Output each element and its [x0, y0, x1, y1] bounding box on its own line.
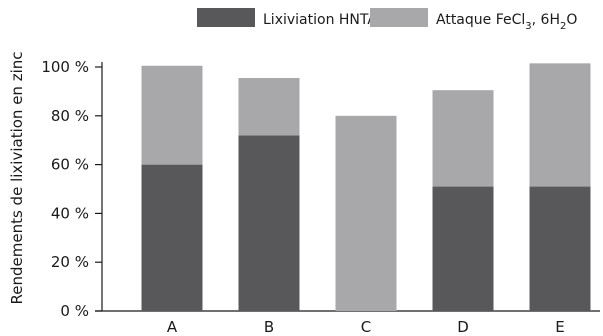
y-tick-label: 100 % — [41, 58, 89, 76]
bar-d-series-1 — [432, 90, 494, 187]
y-ticks: 0 % 20 % 40 % 60 % 80 % 100 % — [41, 58, 102, 320]
bar-c-series-1 — [335, 115, 397, 311]
x-tick-label: E — [555, 318, 564, 336]
y-tick-label: 60 % — [51, 156, 89, 174]
x-tick-label: A — [167, 318, 178, 336]
bar-b-series-1 — [238, 77, 300, 136]
legend: Lixiviation HNTA2- Attaque FeCl3, 6H2O — [197, 8, 577, 32]
bar-e-series-0 — [529, 186, 591, 311]
bar-d-series-0 — [432, 186, 494, 311]
bar-a-series-1 — [141, 65, 203, 165]
y-axis-label: Rendements de lixiviation en zinc — [8, 52, 26, 305]
y-tick-label: 40 % — [51, 204, 89, 222]
bar-b-series-0 — [238, 135, 300, 311]
legend-label-lixiviation: Lixiviation HNTA2- — [263, 9, 387, 28]
legend-label-attaque: Attaque FeCl3, 6H2O — [436, 12, 577, 32]
y-tick-label: 20 % — [51, 253, 89, 271]
bar-a-series-0 — [141, 164, 203, 311]
bar-e-series-1 — [529, 63, 591, 187]
x-tick-label: C — [361, 318, 371, 336]
bars — [141, 63, 591, 311]
y-tick-label: 0 % — [60, 302, 89, 320]
x-tick-label: D — [457, 318, 469, 336]
legend-swatch-lixiviation — [197, 8, 255, 27]
y-tick-label: 80 % — [51, 107, 89, 125]
x-ticks: A B C D E — [167, 318, 565, 336]
legend-swatch-attaque — [370, 8, 428, 27]
x-tick-label: B — [264, 318, 274, 336]
